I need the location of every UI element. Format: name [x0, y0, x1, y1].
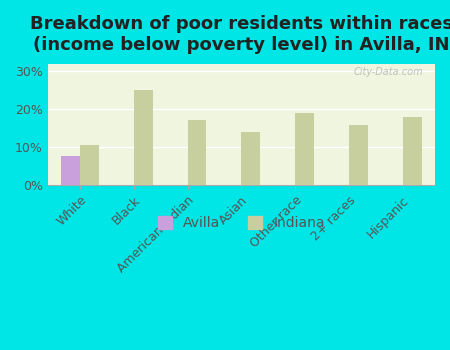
Bar [61, 156, 80, 184]
Bar [80, 145, 99, 184]
Text: City-Data.com: City-Data.com [354, 67, 423, 77]
Bar [403, 117, 422, 184]
Bar [349, 125, 368, 184]
Title: Breakdown of poor residents within races
(income below poverty level) in Avilla,: Breakdown of poor residents within races… [30, 15, 450, 54]
Bar [295, 113, 314, 184]
Bar [134, 90, 153, 184]
Legend: Avilla, Indiana: Avilla, Indiana [153, 211, 330, 236]
Bar [241, 132, 260, 184]
Bar [188, 120, 207, 184]
